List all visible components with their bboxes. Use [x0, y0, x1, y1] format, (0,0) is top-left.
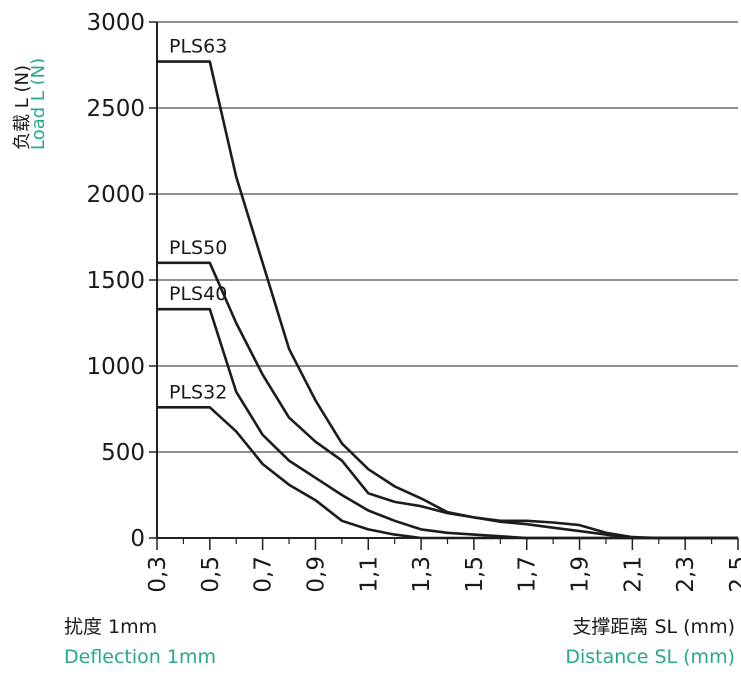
x-tick-label-3: 0,9: [303, 556, 329, 593]
y-tick-label-0: 0: [130, 526, 145, 552]
series-label-pls50: PLS50: [169, 237, 227, 259]
y-tick-label-1000: 1000: [86, 354, 145, 380]
x-tick-label-9: 2,1: [620, 556, 646, 593]
y-tick-label-1500: 1500: [86, 268, 145, 294]
grid: [157, 21, 738, 453]
x-tick-label-10: 2,3: [673, 556, 699, 593]
series-line-pls50: [157, 261, 738, 540]
deflection-note-en: Deflection 1mm: [64, 646, 216, 668]
x-axis-label-cn: 支撑距离 SL (mm): [572, 616, 735, 638]
y-tick-label-2000: 2000: [86, 182, 145, 208]
series-label-pls32: PLS32: [169, 381, 227, 403]
x-tick-label-0: 0,3: [145, 556, 171, 593]
series-label-pls63: PLS63: [169, 36, 227, 58]
deflection-note: 扰度 1mm Deflection 1mm: [64, 612, 216, 672]
y-tick-label-3000: 3000: [86, 10, 145, 36]
x-tick-label-11: 2,5: [726, 556, 741, 593]
x-tick-label-6: 1,5: [462, 556, 488, 593]
x-tick-label-4: 1,1: [356, 556, 382, 593]
series-line-pls40: [157, 307, 738, 540]
y-axis-label-cn: 负载 L (N): [12, 65, 33, 150]
x-tick-label-7: 1,7: [515, 556, 541, 593]
y-tick-label-500: 500: [101, 440, 145, 466]
series-line-pls63: [157, 60, 738, 540]
x-tick-label-1: 0,5: [198, 556, 224, 593]
series-label-pls40: PLS40: [169, 283, 227, 305]
ticks: 0 500 1000 1500 2000 2500 3000 0,3 0,5 0,7 0,9 1,1 1…: [86, 10, 741, 593]
x-axis-label: 支撑距离 SL (mm) Distance SL (mm): [565, 612, 735, 672]
series: PLS63 PLS50 PLS40 PLS32: [157, 36, 738, 540]
y-tick-label-2500: 2500: [86, 96, 145, 122]
deflection-note-cn: 扰度 1mm: [64, 616, 158, 638]
y-axis-label-en: Load L (N): [28, 58, 44, 150]
x-tick-label-5: 1,3: [409, 556, 435, 593]
x-tick-label-8: 1,9: [568, 556, 594, 593]
y-axis-label: 负载 L (N) Load L (N): [12, 58, 44, 150]
x-axis-label-en: Distance SL (mm): [565, 646, 735, 668]
series-line-pls32: [157, 406, 738, 540]
x-tick-label-2: 0,7: [251, 556, 277, 593]
